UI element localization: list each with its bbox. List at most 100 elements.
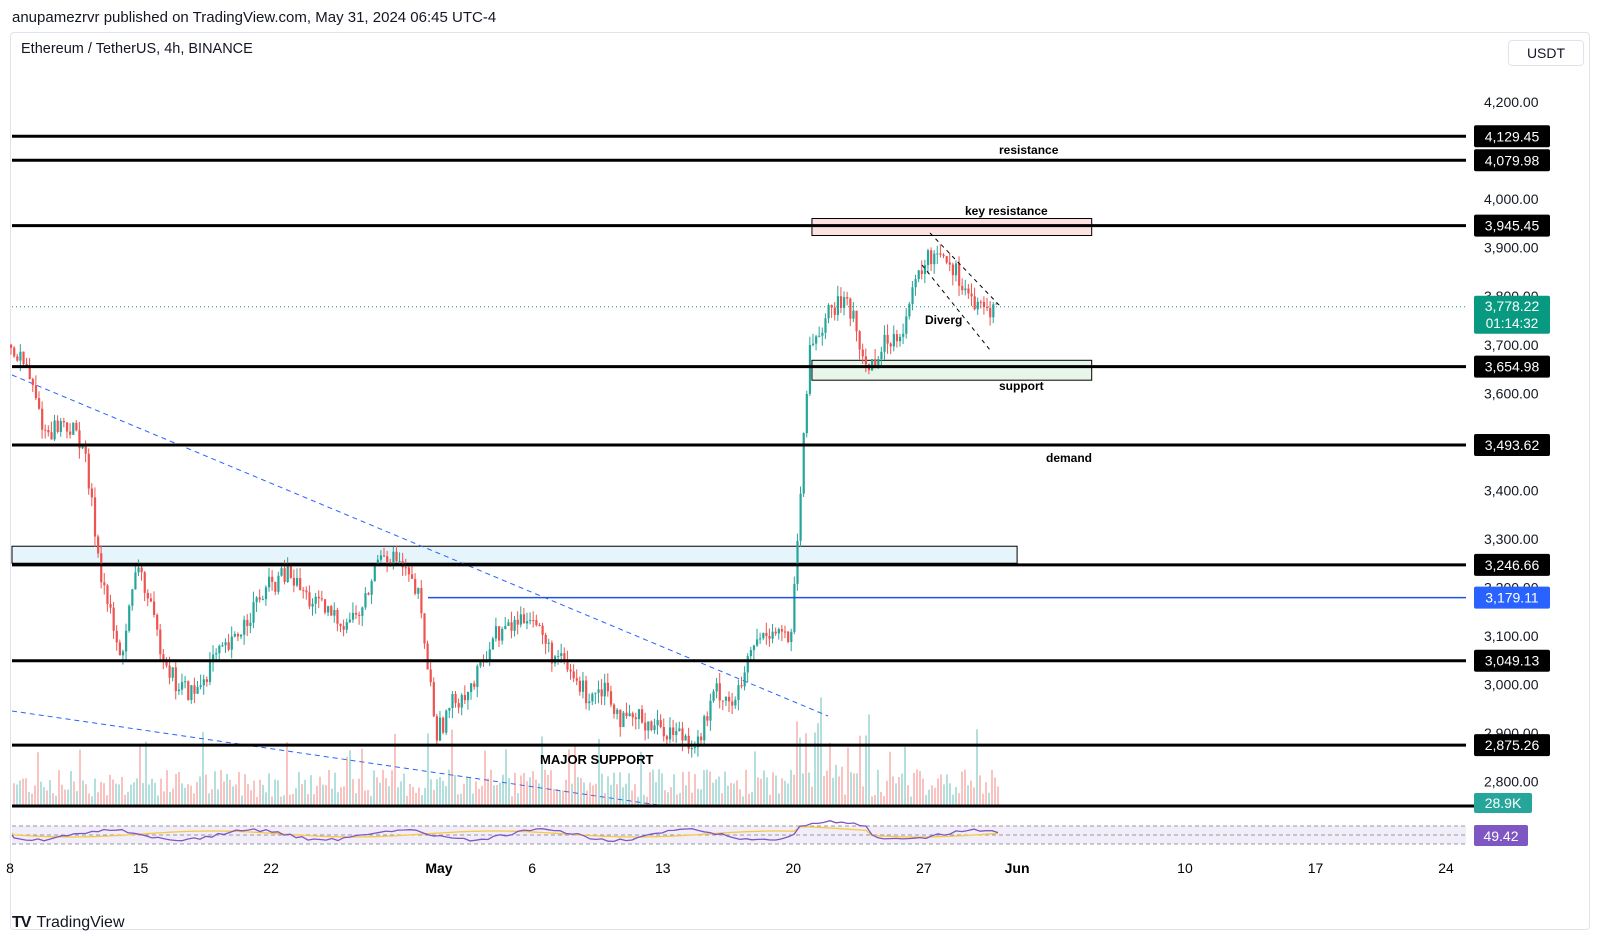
candle-body (681, 728, 684, 741)
candle-body (768, 636, 771, 639)
candle-body (948, 262, 951, 265)
level-badge: 3,654.98 (1485, 359, 1540, 375)
candle-body (488, 649, 491, 662)
symbol-title[interactable]: Ethereum / TetherUS, 4h, BINANCE (21, 41, 253, 57)
y-tick-label: 3,700.00 (1484, 337, 1539, 353)
volume-bar (997, 786, 999, 805)
candle-body (843, 297, 846, 308)
candle-body (50, 432, 53, 440)
volume-bar (553, 788, 555, 805)
zone-box[interactable] (11, 545, 1018, 564)
volume-bar (487, 778, 489, 805)
candle-body (700, 736, 703, 741)
volume-bar (241, 795, 243, 805)
volume-bar (892, 776, 894, 805)
volume-bar (205, 774, 207, 805)
candle-body (650, 721, 653, 731)
volume-bar (175, 773, 177, 805)
trendline-lower[interactable] (11, 710, 666, 807)
volume-bar (901, 773, 903, 805)
volume-bar (256, 796, 258, 805)
candle-body (603, 682, 606, 697)
candle-body (438, 717, 442, 741)
volume-bar (97, 792, 99, 805)
volume-bar (850, 772, 852, 805)
volume-bar (259, 779, 261, 805)
volume-bar (28, 792, 30, 805)
candle-body (616, 709, 619, 714)
volume-bar (238, 772, 240, 805)
x-tick-label: 8 (6, 860, 14, 876)
candle-body (314, 596, 317, 604)
volume-bar (532, 771, 534, 805)
volume-bar (529, 777, 531, 805)
volume-bar (484, 750, 486, 805)
candle-body (407, 567, 411, 575)
volume-bar (217, 789, 219, 805)
x-tick-label: May (425, 860, 452, 876)
candle-body (864, 356, 867, 365)
channel-line-upper[interactable] (929, 232, 1001, 307)
volume-bar (904, 746, 906, 805)
volume-bar (607, 776, 609, 805)
volume-bar (718, 776, 720, 805)
last-price-badge-bg (1474, 295, 1550, 334)
volume-bar (133, 782, 135, 805)
volume-bar (550, 770, 552, 805)
volume-bar (988, 792, 990, 805)
volume-bar (898, 777, 900, 805)
volume-bar (457, 794, 459, 805)
zone-box[interactable] (811, 359, 1093, 381)
volume-bar (583, 782, 585, 805)
candle-body (267, 576, 271, 588)
volume-bar (913, 772, 915, 805)
candle-body (44, 429, 47, 431)
candle-body (684, 735, 687, 741)
volume-bar (805, 733, 807, 805)
volume-bar (919, 770, 921, 805)
candle-body (762, 632, 765, 639)
volume-bar (922, 778, 924, 805)
volume-bar (52, 793, 54, 805)
candle-body (563, 653, 566, 661)
candle-body (355, 612, 358, 615)
level-badge-bg (1474, 734, 1550, 757)
volume-bar (316, 785, 318, 805)
volume-bar (82, 780, 84, 805)
volume-bar (481, 785, 483, 805)
candle-body (718, 683, 721, 701)
level-badge: 4,079.98 (1485, 152, 1540, 168)
currency-button[interactable]: USDT (1508, 40, 1584, 66)
footer-brand[interactable]: TV TradingView (12, 914, 125, 932)
candle-body (53, 420, 56, 440)
candle-body (72, 422, 75, 435)
volume-bar (475, 781, 477, 805)
volume-bar (973, 787, 975, 805)
candle-body (56, 420, 59, 432)
volume-bar (829, 742, 831, 805)
channel-line-lower[interactable] (921, 264, 991, 351)
volume-bar (103, 783, 105, 805)
volume-bar (136, 778, 138, 805)
volume-bar (571, 783, 573, 805)
candle-body (13, 347, 16, 357)
candle-body (367, 593, 370, 595)
candle-body (560, 653, 563, 656)
trendline-upper[interactable] (11, 374, 829, 717)
volume-bar (625, 783, 627, 805)
candle-body (936, 253, 939, 255)
volume-bar (424, 787, 426, 805)
candle-body (594, 692, 597, 694)
candle-body (330, 606, 333, 616)
candle-body (678, 728, 681, 732)
candle-body (513, 619, 516, 631)
volume-bar (367, 789, 369, 805)
volume-bar (151, 778, 153, 805)
level-badge-bg (1474, 433, 1550, 456)
candle-body (286, 564, 289, 582)
candle-body (970, 293, 973, 297)
volume-bar (400, 781, 402, 805)
candle-body (59, 421, 62, 432)
y-tick-label: 3,300.00 (1484, 531, 1539, 547)
